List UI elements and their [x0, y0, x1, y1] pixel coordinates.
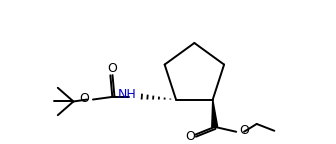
Text: NH: NH: [118, 88, 137, 101]
Polygon shape: [212, 100, 218, 127]
Text: O: O: [79, 92, 89, 105]
Text: O: O: [239, 124, 249, 137]
Text: O: O: [108, 62, 118, 75]
Text: O: O: [185, 130, 195, 143]
